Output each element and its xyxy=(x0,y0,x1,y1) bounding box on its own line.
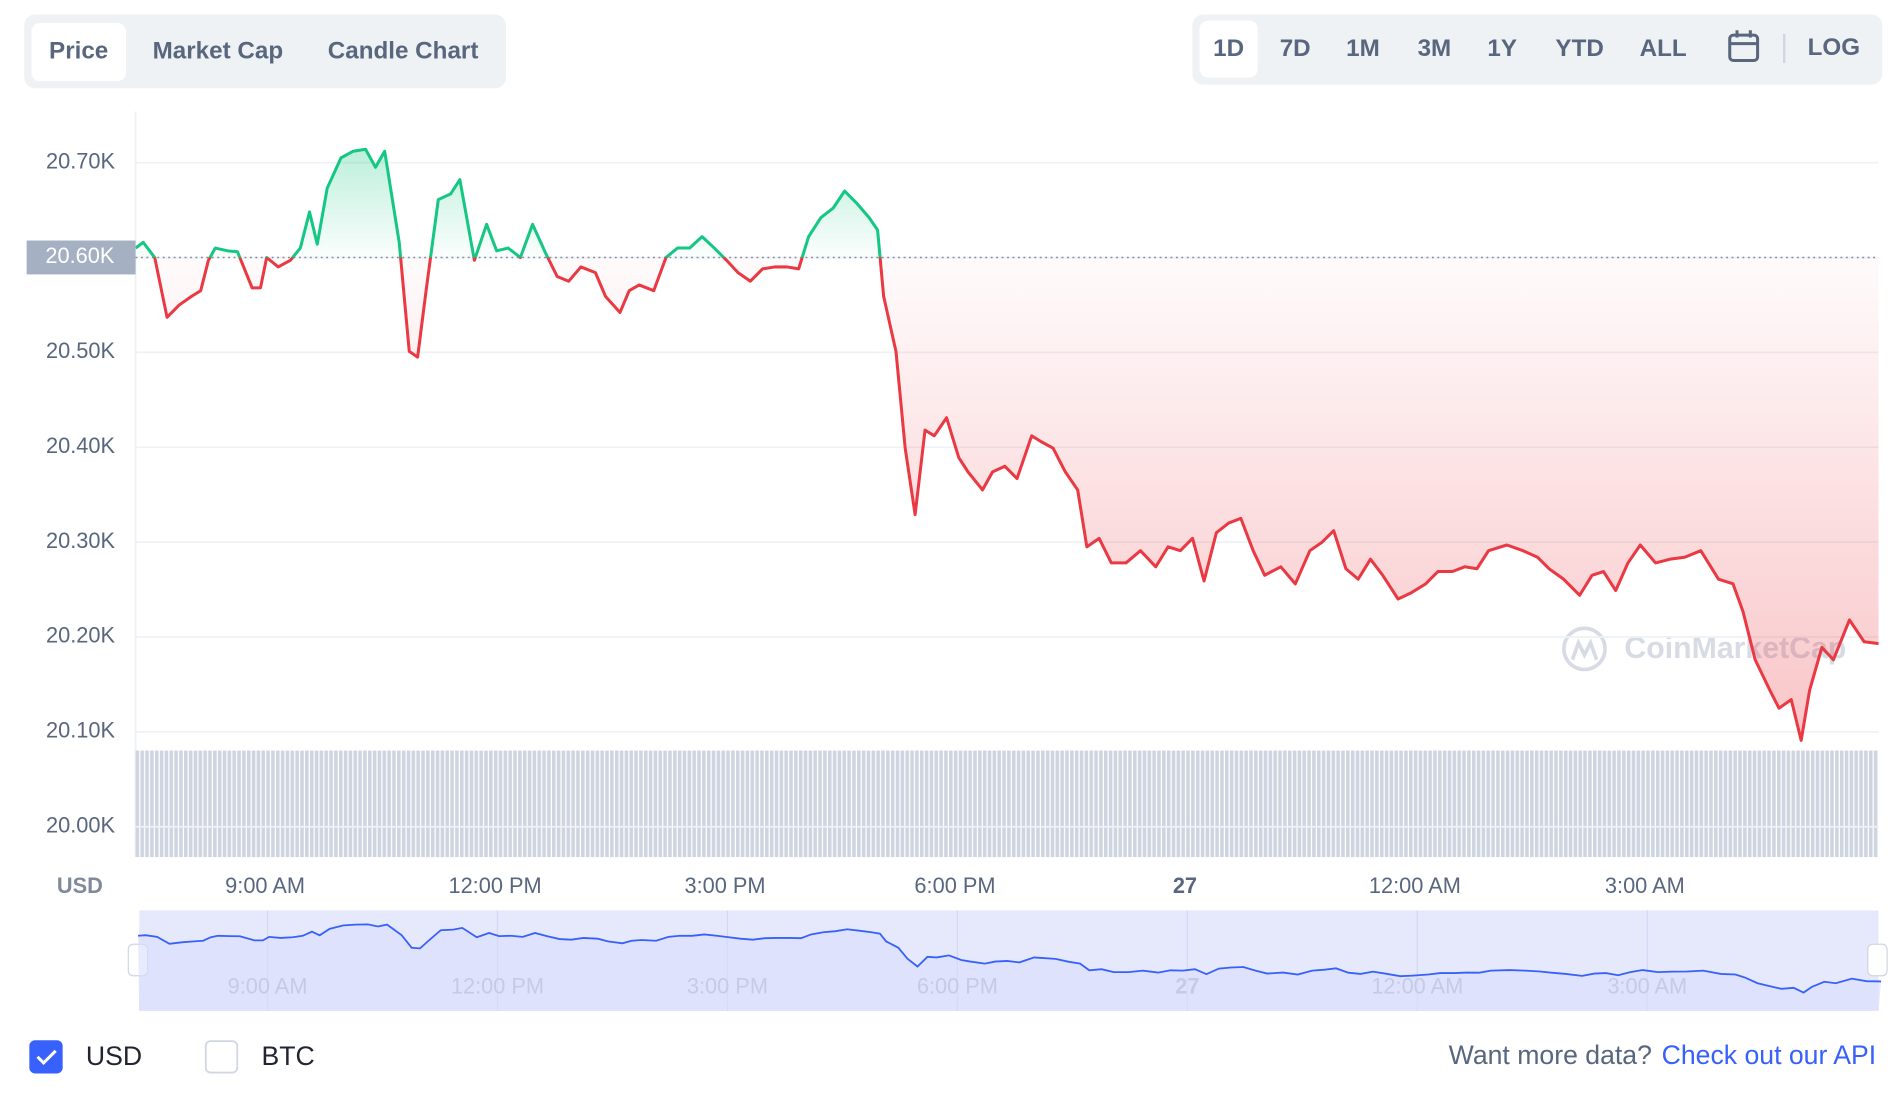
navigator-line xyxy=(137,923,1882,994)
area-down xyxy=(154,257,1879,741)
range-group xyxy=(1192,14,1883,85)
baseline-label: 20.60K xyxy=(45,243,114,268)
y-tick-label: 20.70K xyxy=(46,148,115,173)
area-up xyxy=(135,149,1879,258)
api-text: Want more data? xyxy=(1449,1040,1652,1070)
x-tick-label: 3:00 PM xyxy=(684,873,765,898)
checkbox[interactable] xyxy=(204,1040,239,1074)
tab[interactable]: Candle Chart xyxy=(328,37,479,64)
y-tick-label: 20.50K xyxy=(46,338,115,363)
x-tick-label: 12:00 PM xyxy=(448,873,541,898)
y-tick-label: 20.40K xyxy=(46,433,115,458)
baseline-label-bg xyxy=(26,240,136,275)
checkbox-label: USD xyxy=(86,1041,142,1071)
tab-active-bg xyxy=(31,23,126,82)
x-tick-label: 27 xyxy=(1173,873,1197,898)
navigator-handle[interactable] xyxy=(1867,943,1888,977)
range-button[interactable]: 3M xyxy=(1418,35,1452,62)
price-line-down xyxy=(152,257,1879,742)
range-button[interactable]: ALL xyxy=(1640,35,1687,62)
currency-label: USD xyxy=(57,873,103,898)
checkbox[interactable] xyxy=(29,1040,63,1074)
x-tick-label: 12:00 AM xyxy=(1369,873,1461,898)
tab-group xyxy=(24,14,506,89)
range-button[interactable]: YTD xyxy=(1555,35,1603,62)
y-tick-label: 20.30K xyxy=(46,528,115,553)
y-tick-label: 20.10K xyxy=(46,718,115,743)
tab[interactable]: Market Cap xyxy=(153,37,283,64)
navigator-area xyxy=(137,924,1882,1011)
checkbox-label: BTC xyxy=(261,1041,314,1071)
range-button[interactable]: 1D xyxy=(1213,35,1244,62)
check-mark xyxy=(36,1049,57,1066)
range-button[interactable]: 1Y xyxy=(1487,35,1517,62)
x-tick-label: 6:00 PM xyxy=(914,873,995,898)
y-tick-label: 20.00K xyxy=(46,812,115,837)
range-button[interactable]: 7D xyxy=(1280,35,1311,62)
calendar-icon[interactable] xyxy=(1728,30,1760,63)
log-button[interactable]: LOG xyxy=(1808,34,1860,61)
api-link[interactable]: Check out our API xyxy=(1662,1040,1877,1070)
x-tick-label: 3:00 AM xyxy=(1605,873,1685,898)
price-line-up xyxy=(135,147,882,258)
volume-bars xyxy=(135,750,1879,858)
tab[interactable]: Price xyxy=(49,37,108,64)
range-active-bg xyxy=(1199,20,1258,78)
range-button[interactable]: 1M xyxy=(1346,35,1380,62)
api-note: Want more data? Check out our API xyxy=(1449,1040,1877,1070)
x-tick-label: 9:00 AM xyxy=(225,873,305,898)
y-tick-label: 20.20K xyxy=(46,623,115,648)
watermark-logo xyxy=(1562,626,1607,672)
